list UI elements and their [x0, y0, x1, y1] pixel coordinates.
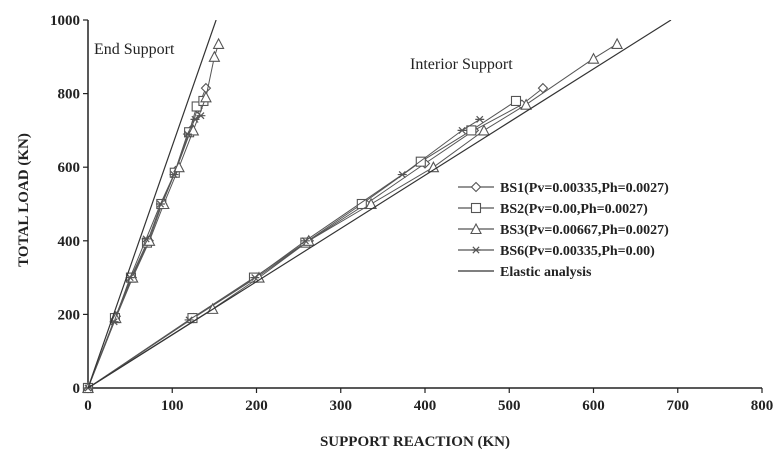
legend-marker — [470, 222, 482, 235]
legend-label: BS6(Pv=0.00335,Ph=0.00) — [500, 244, 655, 259]
data-point — [190, 115, 200, 123]
data-point — [208, 50, 221, 62]
data-point — [187, 124, 200, 136]
data-point — [155, 200, 165, 208]
data-point — [478, 124, 490, 136]
x-tick-label: 500 — [498, 398, 521, 414]
x-tick-label: 700 — [667, 398, 690, 414]
data-point — [196, 112, 206, 120]
data-point — [169, 170, 179, 179]
y-tick-label: 1000 — [50, 13, 80, 29]
legend-item: BS2(Pv=0.00,Ph=0.0027) — [458, 202, 648, 217]
series-layer — [82, 20, 672, 394]
y-axis-title: TOTAL LOAD (KN) — [16, 133, 32, 267]
data-point — [510, 95, 522, 107]
annotation-end-support: End Support — [94, 41, 175, 58]
x-tick-label: 200 — [245, 398, 268, 414]
x-tick-label: 400 — [414, 398, 437, 414]
series-6 — [88, 43, 618, 388]
data-point — [184, 316, 194, 324]
legend-marker — [470, 202, 482, 214]
data-point — [397, 170, 407, 179]
data-point — [191, 101, 202, 112]
y-tick-labels: 0 200 400 600 800 1000 — [50, 13, 80, 397]
data-point — [125, 274, 135, 282]
y-tick-label: 600 — [58, 160, 81, 176]
legend-marker — [470, 181, 482, 193]
data-point — [415, 156, 426, 167]
data-point — [520, 98, 533, 110]
data-point — [356, 198, 367, 210]
legend-item: BS1(Pv=0.00335,Ph=0.0027) — [458, 181, 669, 196]
axes — [83, 19, 763, 393]
legend-label: BS1(Pv=0.00335,Ph=0.0027) — [500, 181, 669, 196]
data-point — [427, 161, 440, 173]
series-line — [88, 20, 217, 388]
data-point — [457, 126, 467, 134]
legend-label: BS3(Pv=0.00667,Ph=0.0027) — [500, 223, 669, 238]
data-point — [475, 115, 485, 123]
data-point — [466, 125, 477, 136]
data-point — [182, 130, 192, 138]
legend-item: BS3(Pv=0.00667,Ph=0.0027) — [458, 222, 669, 238]
legend-marker — [471, 246, 481, 254]
y-tick-label: 400 — [58, 234, 81, 250]
x-axis-title: SUPPORT REACTION (KN) — [320, 434, 510, 450]
legend-item: BS6(Pv=0.00335,Ph=0.00) — [458, 244, 655, 259]
legend: BS1(Pv=0.00335,Ph=0.0027) BS2(Pv=0.00,Ph=… — [458, 181, 669, 280]
y-tick-label: 200 — [58, 307, 81, 323]
x-tick-label: 800 — [751, 398, 774, 414]
series-2-markers — [82, 37, 225, 394]
series-9 — [88, 20, 672, 388]
series-2 — [88, 43, 220, 388]
x-tick-label: 100 — [161, 398, 184, 414]
series-line — [88, 43, 220, 388]
data-point — [611, 37, 624, 49]
data-point — [212, 37, 225, 49]
x-tick-labels: 0 100 200 300 400 500 600 700 800 — [84, 398, 773, 414]
x-tick-label: 0 — [84, 398, 92, 414]
x-tick-label: 600 — [582, 398, 605, 414]
legend-label: Elastic analysis — [500, 265, 592, 280]
legend-item: Elastic analysis — [458, 265, 592, 280]
data-point — [587, 52, 600, 64]
series-line — [88, 20, 672, 388]
series-line — [88, 43, 618, 388]
data-point — [250, 274, 260, 282]
data-point — [200, 91, 212, 103]
y-tick-label: 800 — [58, 87, 81, 103]
series-8 — [88, 20, 217, 388]
x-tick-label: 300 — [330, 398, 353, 414]
data-point — [365, 197, 377, 210]
legend-label: BS2(Pv=0.00,Ph=0.0027) — [500, 202, 648, 217]
data-point — [141, 235, 151, 243]
series-7-markers — [83, 115, 485, 392]
annotation-interior-support: Interior Support — [410, 56, 513, 73]
y-tick-label: 0 — [73, 381, 81, 397]
data-point — [300, 237, 310, 245]
